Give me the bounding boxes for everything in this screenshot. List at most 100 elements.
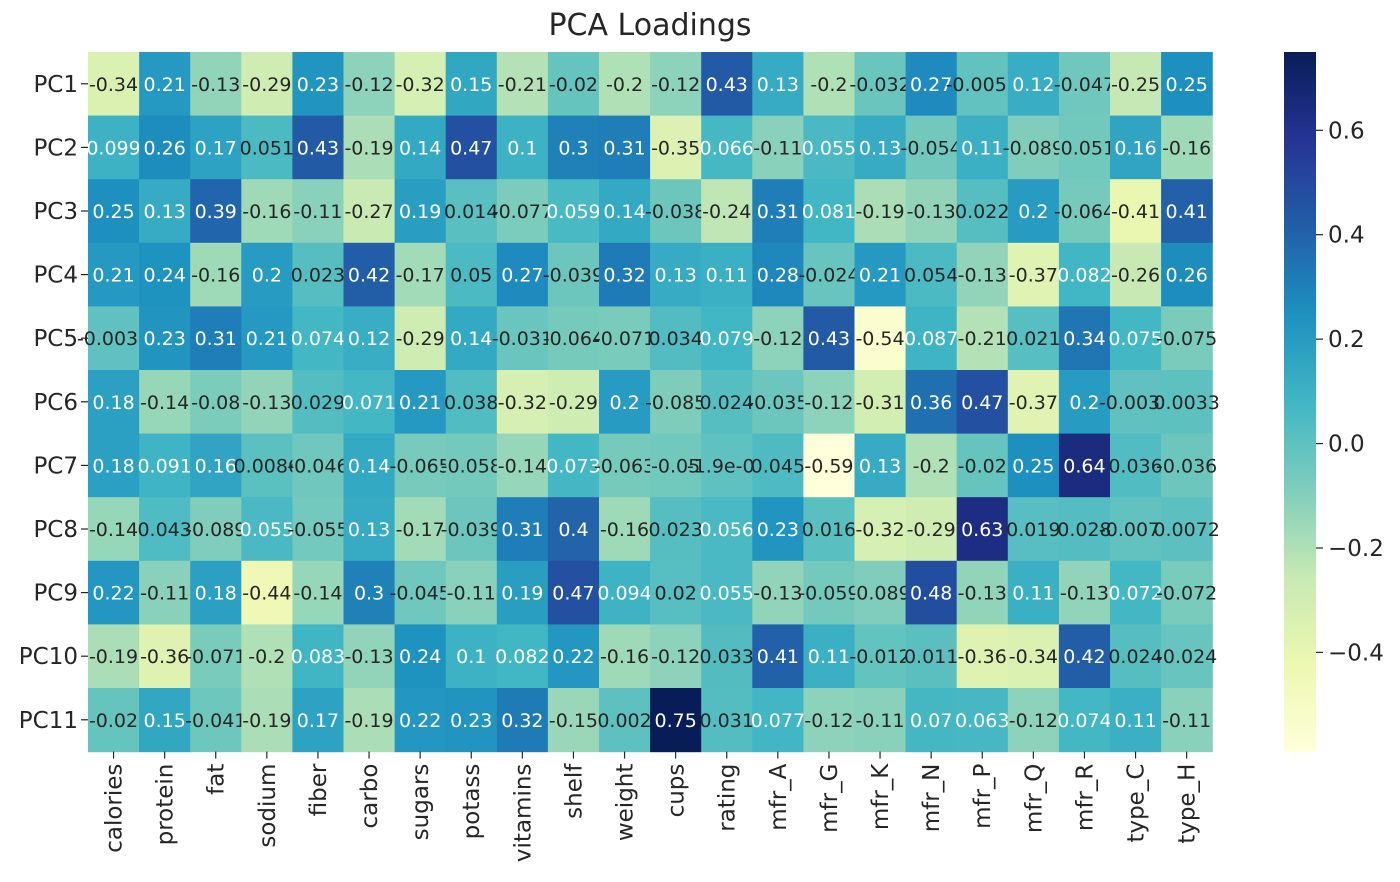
cell-annotation: -0.41 xyxy=(1111,201,1160,223)
heatmap-cell xyxy=(1007,560,1060,625)
cell-annotation: -0.047 xyxy=(1054,74,1115,96)
heatmap-cell xyxy=(241,433,293,498)
heatmap-cell xyxy=(1058,115,1111,180)
cell-annotation: 0.082 xyxy=(495,646,549,668)
x-tick-label: mfr_K xyxy=(868,763,894,830)
cell-annotation: -0.54 xyxy=(855,328,904,350)
cell-annotation: 0.25 xyxy=(1165,74,1207,96)
heatmap-cell xyxy=(905,242,958,307)
heatmap-cell xyxy=(88,370,140,435)
cell-annotation: -0.29 xyxy=(549,392,598,414)
cell-annotation: -0.37 xyxy=(1009,265,1058,287)
cell-annotation: -0.0072 xyxy=(1099,519,1172,541)
x-tick-label: type_H xyxy=(1175,764,1201,844)
cell-annotation: -0.34 xyxy=(89,74,138,96)
cell-annotation: 0.23 xyxy=(297,74,339,96)
cell-annotation: -0.26 xyxy=(1111,265,1160,287)
cell-annotation: 0.43 xyxy=(297,137,339,159)
cell-annotation: -0.2 xyxy=(913,455,950,477)
cell-annotation: -0.27 xyxy=(344,201,393,223)
heatmap-cell xyxy=(752,370,804,435)
heatmap-cell xyxy=(752,688,804,753)
heatmap-cell xyxy=(1058,560,1111,625)
cell-annotation: -0.13 xyxy=(1060,583,1109,605)
cell-annotation: 0.27 xyxy=(910,74,952,96)
heatmap-cell xyxy=(547,52,600,117)
cell-annotation: 0.12 xyxy=(1012,74,1054,96)
cell-annotation: 0.082 xyxy=(1057,265,1111,287)
cell-annotation: 0.41 xyxy=(1165,201,1207,223)
heatmap-cell xyxy=(547,688,600,753)
heatmap-cell xyxy=(343,497,396,562)
cell-annotation: 0.13 xyxy=(859,137,901,159)
heatmap-cell xyxy=(1007,242,1060,307)
x-tick-label: mfr_Q xyxy=(1021,764,1047,834)
cell-annotation: 0.23 xyxy=(757,519,799,541)
heatmap-cell xyxy=(752,306,804,371)
heatmap-cell xyxy=(803,370,856,435)
cell-annotation: -0.19 xyxy=(855,201,904,223)
cell-annotation: 0.13 xyxy=(654,265,696,287)
cell-annotation: 0.2 xyxy=(609,392,639,414)
cell-annotation: -0.12 xyxy=(804,392,853,414)
heatmap-cell xyxy=(650,242,702,307)
heatmap-cell xyxy=(1058,179,1111,244)
heatmap-cell xyxy=(292,624,345,689)
y-tick-label: PC2 xyxy=(33,135,78,161)
heatmap-cell xyxy=(343,624,396,689)
heatmap-cell xyxy=(88,306,140,371)
cell-annotation: 0.24 xyxy=(143,265,185,287)
cell-annotation: 0.059 xyxy=(546,201,600,223)
heatmap-cell xyxy=(854,497,907,562)
heatmap-cell xyxy=(752,624,804,689)
heatmap-cell xyxy=(445,560,498,625)
cell-annotation: 0.42 xyxy=(348,265,390,287)
cell-annotation: 0.22 xyxy=(552,646,594,668)
heatmap-cell xyxy=(190,370,242,435)
heatmap-cell xyxy=(139,560,191,625)
heatmap-cell xyxy=(1058,370,1111,435)
cell-annotation: -0.059 xyxy=(798,583,859,605)
heatmap-cell xyxy=(445,242,498,307)
heatmap-cell xyxy=(752,497,804,562)
heatmap-cell xyxy=(905,52,958,117)
cell-annotation: -0.32 xyxy=(396,74,445,96)
cell-annotation: 0.21 xyxy=(143,74,185,96)
cell-annotation: -0.34 xyxy=(1009,646,1058,668)
cell-annotation: -0.14 xyxy=(89,519,138,541)
cell-annotation: 0.016 xyxy=(802,519,856,541)
cell-annotation: 0.24 xyxy=(399,646,441,668)
heatmap-cell xyxy=(190,115,242,180)
cell-annotation: 0.32 xyxy=(501,710,543,732)
cell-annotation: 0.087 xyxy=(904,328,958,350)
heatmap-cell xyxy=(599,497,651,562)
cell-annotation: -0.24 xyxy=(702,201,751,223)
cell-annotation: -0.29 xyxy=(242,74,291,96)
heatmap-cell xyxy=(241,370,293,435)
heatmap-cell xyxy=(496,497,549,562)
heatmap-cell xyxy=(701,179,753,244)
heatmap-cell xyxy=(905,370,958,435)
cell-annotation: -0.19 xyxy=(89,646,138,668)
heatmap-cell xyxy=(854,242,907,307)
cell-annotation: 0.051 xyxy=(240,137,294,159)
heatmap-cell xyxy=(1058,242,1111,307)
heatmap-cell xyxy=(599,433,651,498)
cell-annotation: 0.26 xyxy=(1165,265,1207,287)
cell-annotation: 0.02 xyxy=(654,583,696,605)
heatmap-cell xyxy=(139,52,191,117)
heatmap-cell xyxy=(1058,52,1111,117)
heatmap-cell xyxy=(1161,560,1213,625)
heatmap-cell xyxy=(1110,52,1162,117)
cell-annotation: 0.19 xyxy=(399,201,441,223)
heatmap-cell xyxy=(956,115,1009,180)
cell-annotation: 0.31 xyxy=(501,519,543,541)
heatmap-cell xyxy=(650,688,702,753)
heatmap-cell xyxy=(701,52,753,117)
heatmap-cell xyxy=(292,497,345,562)
heatmap-cell xyxy=(394,688,447,753)
heatmap-cell xyxy=(496,306,549,371)
cell-annotation: 0.23 xyxy=(450,710,492,732)
heatmap-cell xyxy=(599,306,651,371)
cell-annotation: 0.019 xyxy=(1006,519,1060,541)
